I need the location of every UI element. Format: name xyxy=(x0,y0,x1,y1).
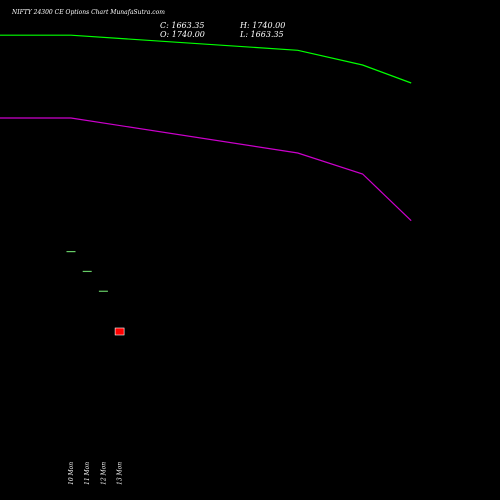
x-tick-label: 11 Mon xyxy=(84,462,91,485)
series-line-2 xyxy=(0,117,412,222)
candle-3 xyxy=(98,290,108,292)
low-value: L: 1663.35 xyxy=(240,30,284,39)
candle-1 xyxy=(66,251,76,253)
x-tick-label: 10 Mon xyxy=(68,462,75,485)
candle-body xyxy=(82,270,92,273)
candle-body xyxy=(66,251,76,253)
close-value: C: 1663.35 xyxy=(160,21,205,30)
series-line-1 xyxy=(0,34,412,84)
open-value: O: 1740.00 xyxy=(160,30,205,39)
candle-body xyxy=(114,327,125,336)
candle-2 xyxy=(82,270,92,273)
candle-4 xyxy=(114,327,125,336)
chart-title: NIFTY 24300 CE Options Chart MunafaSutra… xyxy=(12,9,165,16)
x-tick-label: 13 Mon xyxy=(117,462,124,485)
x-tick-label: 12 Mon xyxy=(100,462,107,485)
high-value: H: 1740.00 xyxy=(240,21,286,30)
candle-body xyxy=(98,290,108,292)
